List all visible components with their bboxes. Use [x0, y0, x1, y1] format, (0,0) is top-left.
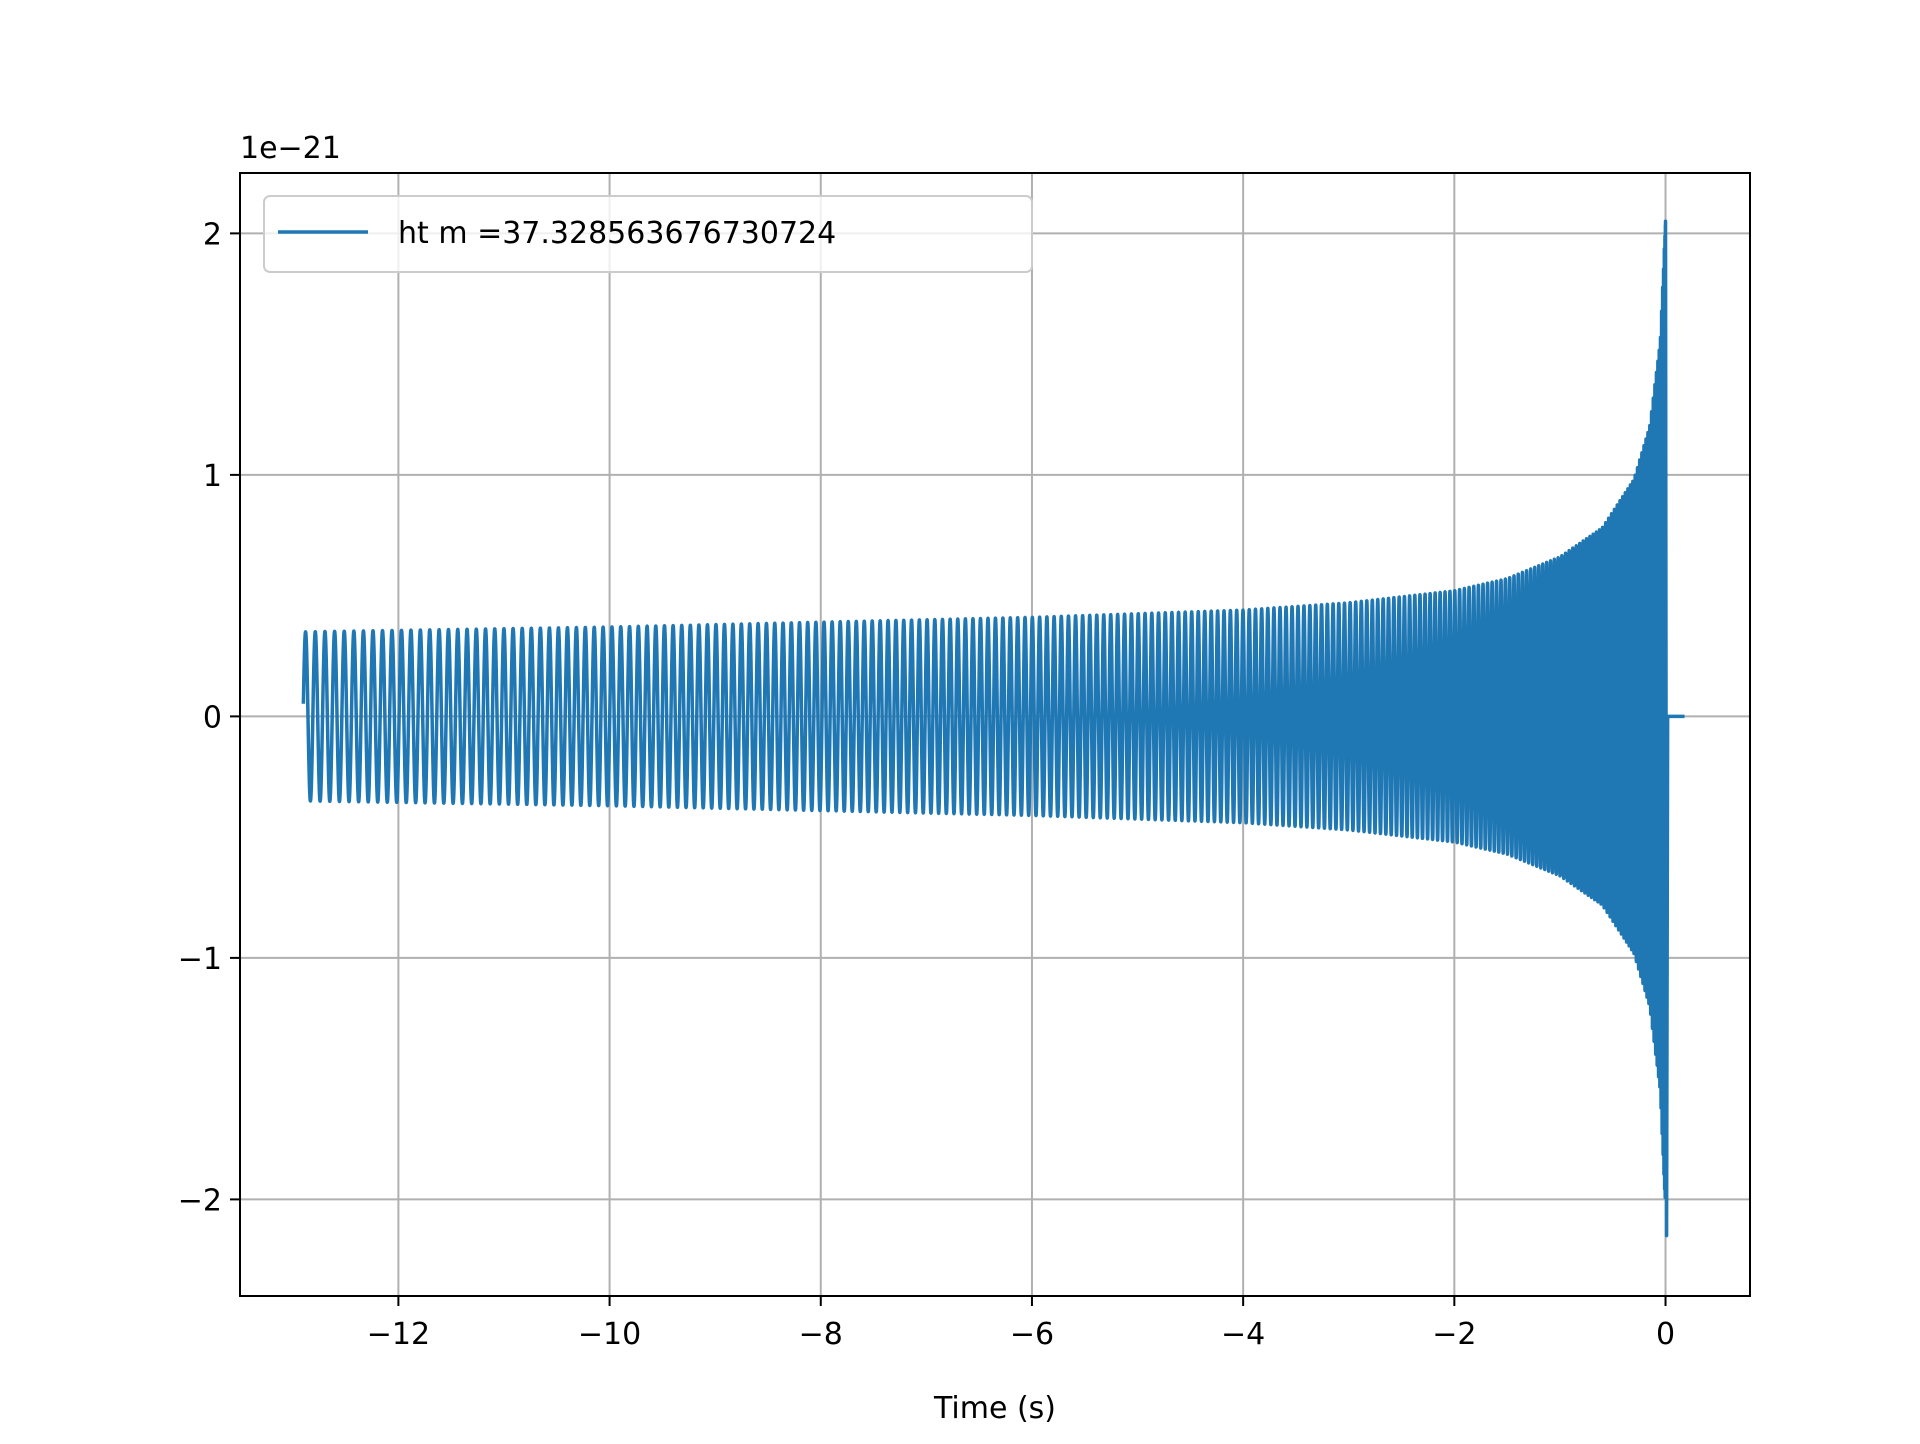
- legend-label: ht m =37.328563676730724: [398, 216, 836, 251]
- plot-area: [301, 219, 1685, 1238]
- x-tick-label: −10: [578, 1317, 641, 1352]
- axes-frame: [239, 172, 1751, 1297]
- y-tick-label: −2: [178, 1183, 222, 1218]
- y-axis-ticks: −2 −1 0 1 2: [178, 217, 240, 1218]
- x-tick-label: −8: [799, 1317, 843, 1352]
- x-tick-label: 0: [1656, 1317, 1675, 1352]
- y-tick-label: 0: [203, 700, 222, 735]
- legend: ht m =37.328563676730724: [263, 195, 1033, 273]
- x-tick-label: −12: [367, 1317, 430, 1352]
- x-axis-label: Time (s): [933, 1391, 1056, 1426]
- y-tick-label: 2: [203, 217, 222, 252]
- x-tick-label: −6: [1010, 1317, 1054, 1352]
- series-line-ht: [301, 219, 1670, 1238]
- x-tick-label: −4: [1221, 1317, 1265, 1352]
- y-tick-label: 1: [203, 459, 222, 494]
- y-offset-label: 1e−21: [240, 131, 341, 166]
- x-tick-label: −2: [1432, 1317, 1476, 1352]
- x-axis-ticks: −12 −10 −8 −6 −4 −2 0: [367, 1296, 1675, 1352]
- legend-box: [263, 195, 1033, 273]
- y-tick-label: −1: [178, 942, 222, 977]
